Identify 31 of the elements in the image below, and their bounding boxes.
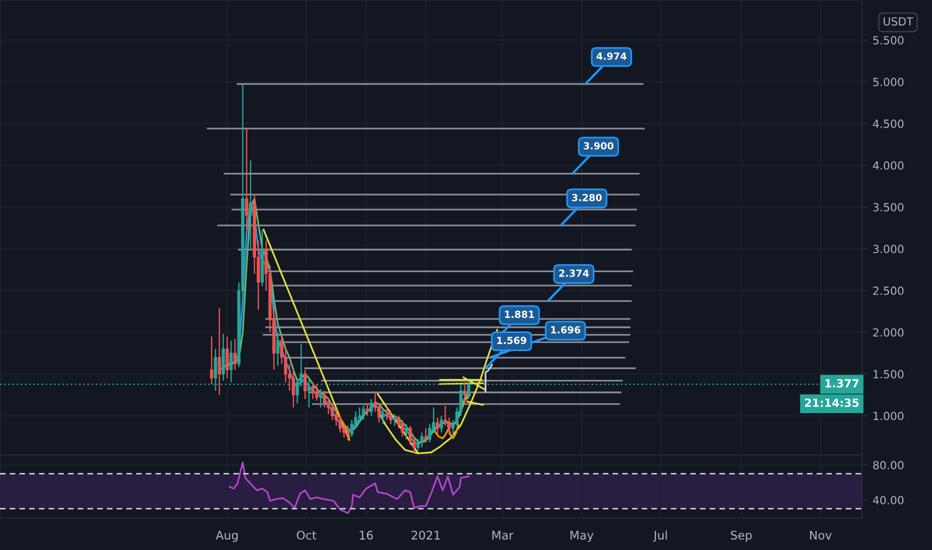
x-tick-label: Oct [296, 530, 316, 540]
annotation: 1.696 [551, 326, 580, 334]
x-tick-label: Aug [216, 530, 238, 542]
annotation: 3.280 [572, 194, 602, 202]
x-tick-label: Nov [810, 530, 832, 540]
y-tick-label: 5.500 [873, 36, 904, 44]
x-tick-label: 16 [360, 530, 373, 540]
annotation: 1.569 [497, 336, 526, 344]
y-tick-label: 40.00 [872, 496, 904, 504]
y-tick-label: 1.000 [874, 412, 904, 420]
y-tick-label: 1.500 [874, 370, 904, 378]
y-tick-label: 80.00 [873, 460, 904, 470]
annotation: 2.374 [559, 270, 589, 277]
y-tick-label: 3.000 [873, 244, 904, 254]
annotation: 3.900 [584, 142, 614, 150]
y-tick-label: 2.500 [873, 286, 904, 295]
y-tick-label: 4.500 [872, 120, 904, 128]
x-tick-label: 2021 [412, 530, 440, 540]
ref-line-label: 1.377 [826, 379, 859, 388]
x-tick-label: Sep [730, 530, 752, 542]
y-axis-title: USDT [884, 17, 914, 26]
annotation: 4.974 [596, 52, 626, 60]
y-tick-label: 2.000 [873, 328, 904, 337]
y-tick-label: 5.000 [873, 78, 904, 86]
y-tick-label: 4.000 [872, 161, 904, 170]
annotation: 1.881 [505, 310, 534, 318]
x-tick-label: Mar [492, 530, 514, 540]
x-tick-label: May [570, 530, 594, 542]
y-tick-label: 3.500 [873, 203, 904, 212]
x-tick-label: Jul [653, 530, 667, 542]
annotation: 21:14:35 [805, 398, 859, 407]
